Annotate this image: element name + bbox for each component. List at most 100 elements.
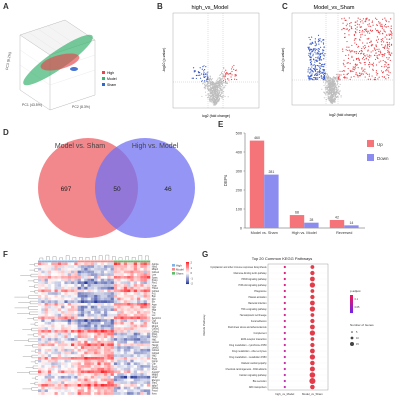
volcano-b-point [225, 85, 227, 87]
heatmap-cell [140, 340, 144, 344]
heatmap-cell [61, 311, 65, 314]
heatmap-colorbar-step [186, 278, 189, 280]
heatmap-cell [104, 335, 108, 339]
heatmap-colorbar-step [186, 268, 189, 270]
volcano-c-point-up [386, 47, 388, 49]
heatmap-cell [127, 343, 131, 347]
heatmap-cell [113, 370, 118, 374]
heatmap-cell [41, 330, 45, 333]
kegg-pathway-label: Diabetic cardiomyopathy [241, 362, 267, 365]
volcano-c-point-up [384, 31, 386, 33]
heatmap-cell [87, 370, 91, 374]
volcano-c-point-up [383, 76, 386, 78]
heatmap-cell [140, 389, 144, 393]
volcano-c-point-up [375, 44, 377, 46]
heatmap-cell [140, 359, 144, 363]
heatmap-cell [61, 324, 65, 328]
heatmap-cell [100, 270, 105, 274]
volcano-c-point-down [322, 71, 324, 73]
kegg-legend-colorbar-step [350, 307, 353, 309]
heatmap-cell [80, 265, 85, 268]
heatmap-cell [41, 354, 45, 358]
volcano-c-point-down [315, 53, 317, 55]
volcano-c-point-up [350, 76, 352, 78]
heatmap-cell [80, 267, 85, 271]
heatmap-cell [57, 351, 62, 355]
heatmap-cell [140, 308, 144, 312]
heatmap-cell [90, 289, 95, 293]
heatmap-cell [74, 281, 78, 285]
heatmap-cell [47, 365, 52, 368]
heatmap-cell [74, 330, 78, 333]
heatmap-cell [71, 316, 75, 320]
heatmap-cell [117, 278, 121, 282]
heatmap-cell [140, 294, 144, 298]
heatmap-cell [38, 338, 42, 341]
heatmap-cell [51, 321, 55, 325]
heatmap-cell [38, 392, 42, 395]
heatmap-cell [127, 373, 131, 376]
kegg-bubble-high-vs-model [283, 343, 286, 347]
heatmap-cell [137, 327, 141, 331]
volcano-c-point-up [388, 33, 390, 35]
heatmap-cell [64, 273, 68, 277]
heatmap-cell [137, 373, 141, 376]
heatmap-cell [137, 316, 141, 320]
heatmap-cell [117, 300, 121, 304]
volcano-c-point-down [315, 56, 317, 59]
heatmap-cell [74, 273, 78, 277]
heatmap-cell [97, 340, 101, 344]
heatmap-cell [64, 335, 68, 339]
volcano-b-point [217, 86, 219, 88]
volcano-c-point-up [341, 48, 344, 50]
heatmap-cell [51, 286, 55, 290]
volcano-c-point-up [360, 36, 362, 38]
heatmap-cell [47, 262, 52, 266]
volcano-c-point-up [356, 64, 358, 67]
heatmap-cell [143, 386, 147, 390]
volcano-c-point-up [345, 49, 347, 51]
heatmap-cell [87, 327, 91, 331]
heatmap-cell [127, 367, 131, 371]
heatmap-cell [54, 297, 58, 301]
heatmap-gene-label: Fn1 [152, 293, 157, 295]
heatmap-cell [44, 297, 48, 301]
volcano-c-point-up [343, 17, 345, 19]
heatmap-cell [84, 332, 88, 336]
heatmap-cell [107, 311, 111, 314]
bar-e-ytick-label: 200 [236, 188, 242, 192]
heatmap-cell [113, 381, 118, 385]
heatmap-cell [90, 303, 95, 306]
heatmap-cell [113, 359, 118, 363]
heatmap-colorbar-step [186, 282, 189, 285]
heatmap-cell [130, 386, 134, 390]
volcano-c-point-up [358, 24, 360, 26]
heatmap-cell [47, 373, 52, 376]
heatmap-cell [90, 324, 95, 328]
heatmap-cell [140, 373, 144, 376]
heatmap-cell [137, 367, 141, 371]
heatmap-cell [64, 367, 68, 371]
heatmap-cell [54, 292, 58, 295]
heatmap-cell [127, 300, 131, 304]
volcano-c-point [336, 96, 338, 98]
heatmap-cell [94, 330, 98, 333]
heatmap-cell [47, 319, 52, 322]
kegg-pathway-label: PI3K-Akt signaling pathway [239, 284, 268, 287]
heatmap-cell [90, 319, 95, 322]
volcano-c-point-down [313, 68, 316, 70]
heatmap-cell [146, 375, 151, 379]
heatmap-group-cell [57, 260, 62, 263]
heatmap-cell [140, 321, 144, 325]
heatmap-cell [57, 370, 62, 374]
volcano-c-point [340, 95, 342, 97]
volcano-c-point-up [382, 46, 384, 49]
heatmap-cell [127, 346, 131, 349]
heatmap-cell [120, 327, 124, 331]
heatmap-cell [64, 365, 68, 368]
volcano-c-point [329, 101, 331, 103]
volcano-c-point-up [375, 70, 378, 72]
volcano-c-point-up [368, 32, 371, 34]
heatmap-cell [100, 300, 105, 304]
heatmap-cell [113, 351, 118, 355]
